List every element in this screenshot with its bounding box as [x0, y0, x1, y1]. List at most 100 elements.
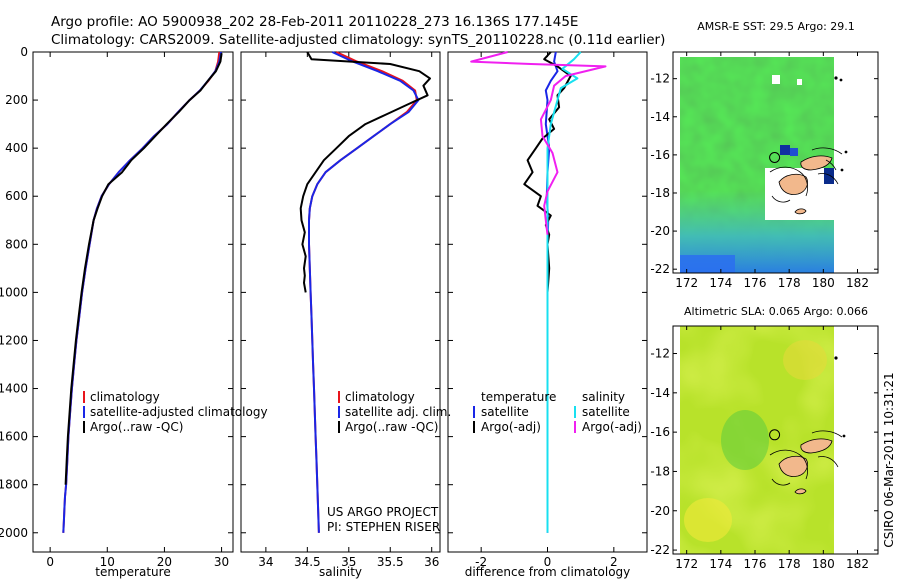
islet	[842, 434, 846, 438]
y-tick-label: -18	[650, 186, 670, 200]
sst-missing-pixel	[772, 75, 780, 84]
y-tick-label: 200	[5, 93, 28, 107]
sla-argo-position-marker	[769, 429, 781, 441]
x-tick-label: 182	[846, 557, 869, 571]
y-tick-label: 1800	[0, 478, 28, 492]
x-tick-label: 172	[675, 276, 698, 290]
legend-title-salinity: salinity	[582, 390, 625, 404]
map-frame	[672, 325, 879, 555]
reef-contours	[769, 147, 843, 203]
x-tick-label: 30	[214, 555, 229, 569]
sla-high-anomaly	[684, 498, 732, 542]
x-tick-label: 178	[778, 557, 801, 571]
y-tick-label: 2000	[0, 526, 28, 540]
y-tick-label: -16	[650, 148, 670, 162]
legend-label-climatology: climatology	[345, 390, 415, 404]
series-line-climatology	[62, 51, 221, 533]
sla-map-panel: Altimetric SLA: 0.065 Argo: 0.066 172 174…	[650, 305, 879, 571]
series-line-salinity-argo-adj	[470, 51, 607, 235]
y-tick-label: -14	[650, 386, 670, 400]
fiji-islands	[769, 356, 846, 495]
y-tick-label: -16	[650, 425, 670, 439]
series-line-argo-raw-qc	[299, 51, 431, 293]
legend-label-satellite: satellite adj. clim.	[345, 405, 451, 419]
islet	[840, 168, 844, 172]
legend-label-satellite: satellite-adjusted climatology	[90, 405, 268, 419]
reef-contours	[769, 430, 843, 486]
x-tick-label: 34.5	[294, 555, 321, 569]
x-tick-label: 182	[846, 276, 869, 290]
x-tick-label: 35	[341, 555, 356, 569]
y-tick-label: -12	[650, 72, 670, 86]
y-tick-label: 1600	[0, 430, 28, 444]
credit-line1: US ARGO PROJECT	[327, 505, 439, 519]
x-axis-label: difference from climatology	[465, 565, 631, 579]
x-tick-label: 178	[778, 276, 801, 290]
x-tick-label: 180	[812, 276, 835, 290]
plot-frame	[32, 51, 234, 553]
timestamp-label: CSIRO 06-Mar-2011 10:31:21	[882, 372, 896, 547]
legend-label-argo: Argo(..raw -QC)	[90, 420, 183, 434]
x-tick-label: 0	[46, 555, 54, 569]
y-tick-label: 1200	[0, 333, 28, 347]
temperature-profile-panel: 0 10 20 30 0 200 400 600 800 1000 1200 1400 1600 1800…	[0, 45, 234, 579]
legend-label-sal-argo: Argo(-adj)	[582, 420, 642, 434]
sst-anomaly-pixel	[780, 145, 790, 155]
x-tick-label: 176	[744, 276, 767, 290]
y-tick-label: -20	[650, 504, 670, 518]
islet	[834, 356, 838, 360]
y-tick-label: -22	[650, 543, 670, 557]
sst-field	[680, 57, 834, 273]
salinity-legend: climatology satellite adj. clim. Argo(..…	[327, 390, 451, 534]
x-tick-label: 180	[812, 557, 835, 571]
islet	[839, 78, 843, 82]
land-kadavu	[794, 208, 807, 215]
y-tick-label: -22	[650, 262, 670, 276]
y-tick-label: 800	[5, 237, 28, 251]
sst-anomaly-pixel	[824, 168, 834, 184]
y-tick-label: 1400	[0, 382, 28, 396]
y-tick-label: 600	[5, 189, 28, 203]
sla-field	[680, 326, 834, 554]
legend-label-temp-argo: Argo(-adj)	[481, 420, 541, 434]
legend-label-sal-satellite: satellite	[582, 405, 630, 419]
x-tick-label: 35.5	[377, 555, 404, 569]
sla-map-axes: 172 174 176 178 180 182 -12 -14 -16 -18 -20 -22	[650, 325, 879, 571]
legend-label-climatology: climatology	[90, 390, 160, 404]
land-viti-levu	[778, 455, 808, 477]
y-tick-label: 0	[20, 45, 28, 59]
sst-map-panel: AMSR-E SST: 29.5 Argo: 29.1 172 174 176 178…	[650, 20, 879, 290]
x-tick-label: 20	[157, 555, 172, 569]
plot-frame	[240, 51, 441, 553]
series-line-climatology	[308, 51, 418, 533]
land-kadavu	[794, 488, 807, 495]
credit-line2: PI: STEPHEN RISER	[327, 520, 440, 534]
land-viti-levu	[778, 173, 808, 195]
y-tick-label: -14	[650, 110, 670, 124]
sst-map-title: AMSR-E SST: 29.5 Argo: 29.1	[697, 20, 855, 33]
islet	[834, 76, 838, 80]
legend-title-temperature: temperature	[481, 390, 556, 404]
sla-map-title: Altimetric SLA: 0.065 Argo: 0.066	[684, 305, 868, 318]
y-tick-label: 400	[5, 141, 28, 155]
series-line-salinity-satellite	[546, 51, 582, 533]
salinity-profile-panel: 34 34.5 35 35.5 36 salinity	[240, 51, 441, 579]
x-tick-label: 174	[709, 557, 732, 571]
sst-anomaly-pixel	[790, 148, 798, 156]
legend-label-temp-satellite: satellite	[481, 405, 529, 419]
series-line-satellite-adj-clim	[308, 51, 420, 533]
y-tick-label: -18	[650, 464, 670, 478]
fiji-islands	[769, 76, 848, 215]
sla-low-anomaly	[721, 410, 769, 470]
sst-cold-patch	[680, 255, 735, 273]
map-frame	[672, 51, 879, 274]
series-line-argo-raw-qc	[64, 53, 223, 485]
series-line-satellite-adjusted-climatology	[62, 51, 222, 533]
x-tick-label: 176	[744, 557, 767, 571]
x-tick-label: -2	[475, 555, 487, 569]
land-vanua-levu	[800, 155, 833, 171]
x-tick-label: 0	[544, 555, 552, 569]
islet	[844, 150, 848, 154]
sst-missing-pixel	[797, 79, 802, 85]
